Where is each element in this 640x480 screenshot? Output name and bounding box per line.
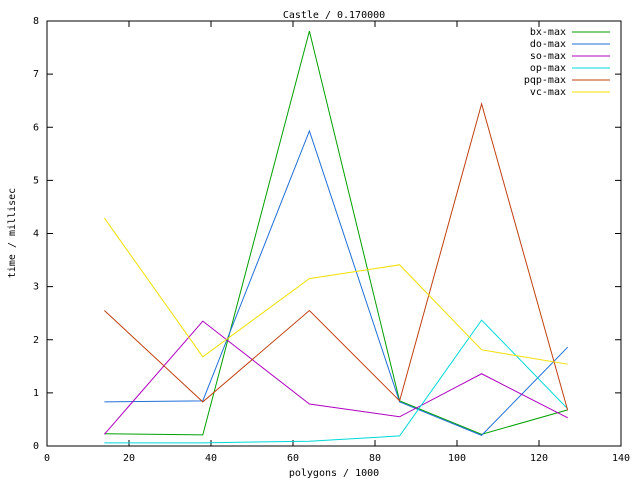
y-tick-label: 2 <box>33 335 39 346</box>
legend-label: pqp-max <box>524 75 566 86</box>
y-tick-label: 0 <box>33 441 39 452</box>
x-tick-label: 0 <box>44 453 50 464</box>
series-line <box>104 129 569 436</box>
y-tick-label: 3 <box>33 282 39 293</box>
chart-title: Castle / 0.170000 <box>283 10 385 21</box>
x-tick-label: 40 <box>205 453 217 464</box>
y-tick-label: 8 <box>33 16 39 27</box>
series-line <box>103 217 568 365</box>
series-line <box>104 319 569 444</box>
legend-label: vc-max <box>530 87 566 98</box>
legend-label: do-max <box>530 39 566 50</box>
y-tick-label: 1 <box>33 388 39 399</box>
y-tick-label: 5 <box>33 175 39 186</box>
series-line <box>104 30 568 436</box>
y-axis-label: time / millisec <box>7 188 18 278</box>
x-tick-label: 20 <box>123 453 135 464</box>
y-tick-label: 7 <box>33 69 39 80</box>
x-tick-label: 120 <box>530 453 548 464</box>
legend-label: op-max <box>530 63 566 74</box>
x-tick-label: 60 <box>287 453 299 464</box>
x-tick-label: 140 <box>612 453 630 464</box>
series-line <box>104 320 568 435</box>
series-line <box>104 102 569 411</box>
y-tick-label: 4 <box>33 229 39 240</box>
legend-label: so-max <box>530 51 566 62</box>
x-axis-label: polygons / 1000 <box>289 468 379 479</box>
x-tick-label: 100 <box>448 453 466 464</box>
y-tick-label: 6 <box>33 122 39 133</box>
x-tick-label: 80 <box>369 453 381 464</box>
legend-label: bx-max <box>530 27 566 38</box>
